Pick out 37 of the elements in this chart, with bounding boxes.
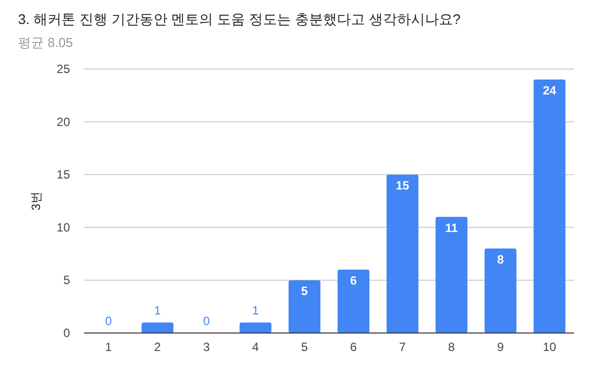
data-label: 0	[105, 314, 112, 328]
data-label: 1	[154, 303, 162, 318]
x-tick-label: 7	[399, 340, 406, 354]
bar	[386, 174, 418, 333]
data-label: 8	[497, 252, 504, 267]
bar	[484, 248, 516, 333]
bar	[142, 322, 174, 333]
y-tick-label: 0	[63, 326, 70, 340]
y-tick-label: 10	[56, 220, 70, 234]
chart-title: 3. 해커톤 진행 기간동안 멘토의 도움 정도는 충분했다고 생각하시나요?	[18, 11, 461, 27]
y-axis-title: 3번	[29, 192, 43, 210]
data-label: 0	[203, 314, 210, 328]
x-tick-label: 5	[301, 340, 308, 354]
bar	[534, 80, 566, 333]
y-tick-label: 5	[63, 273, 70, 288]
x-tick-label: 6	[350, 340, 358, 354]
x-tick-label: 2	[154, 340, 162, 354]
bar	[240, 322, 272, 333]
x-tick-label: 1	[105, 340, 112, 354]
data-label: 5	[301, 284, 308, 298]
data-label: 15	[396, 178, 410, 193]
x-tick-label: 8	[448, 340, 456, 354]
chart-subtitle: 평균 8.05	[18, 35, 73, 50]
x-tick-label: 4	[252, 340, 260, 354]
data-label: 24	[542, 84, 556, 98]
y-tick-label: 15	[56, 168, 70, 182]
data-label: 1	[252, 303, 260, 318]
data-label: 11	[445, 220, 458, 235]
y-tick-label: 20	[56, 114, 70, 129]
y-tick-label: 25	[56, 62, 70, 76]
data-label: 6	[350, 274, 358, 288]
bar	[338, 270, 370, 333]
x-tick-label: 3	[203, 340, 210, 354]
bar	[436, 216, 468, 333]
x-tick-label: 9	[497, 340, 504, 354]
x-tick-label: 10	[542, 340, 556, 354]
bar	[288, 280, 320, 333]
